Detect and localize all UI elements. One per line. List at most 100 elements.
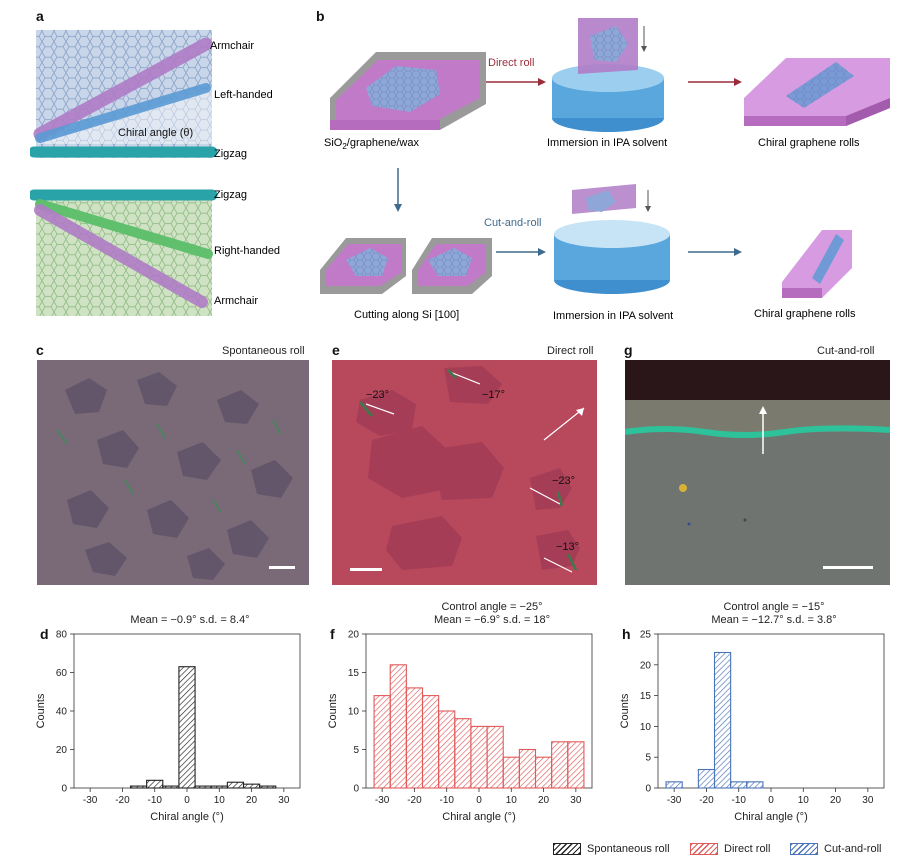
- x-tick-label: -30: [667, 795, 682, 806]
- x-tick-label: 20: [246, 795, 258, 806]
- histogram-bar: [470, 725, 488, 789]
- down-arrowhead: [394, 204, 402, 212]
- label-chiral-angle: Chiral angle (θ): [118, 127, 193, 139]
- histogram-bar: [162, 785, 180, 789]
- histogram-bar: [389, 664, 407, 789]
- histogram-bar: [746, 781, 764, 789]
- label-left-handed: Left-handed: [214, 89, 273, 101]
- x-tick-label: 0: [476, 795, 482, 806]
- plot-frame: [657, 633, 885, 789]
- scale-bar-c: [269, 566, 295, 569]
- legend-label-spontaneous: Spontaneous roll: [587, 843, 670, 855]
- x-tick-label: 30: [570, 795, 582, 806]
- histogram-bar: [146, 779, 164, 789]
- y-tick-label: 5: [353, 745, 359, 756]
- y-tick-label: 5: [645, 753, 651, 764]
- x-tick-label: 10: [798, 795, 810, 806]
- chart-d-title: Mean = −0.9° s.d. = 8.4°: [130, 614, 250, 626]
- histogram-direct-roll: -30 -20 -10 0 10 20 30 0 5 10 15 20 Chiral angle (°)…: [327, 630, 593, 823]
- panel-label-a: a: [36, 8, 44, 24]
- label-armchair-bottom: Armchair: [214, 295, 258, 307]
- y-tick-label: 80: [56, 630, 68, 641]
- y-axis-label: Counts: [327, 693, 339, 728]
- angle-label-4: −13°: [556, 541, 579, 553]
- histogram-bar: [534, 756, 553, 789]
- x-tick-label: -10: [731, 795, 746, 806]
- arrowhead-to-rolls-top: [734, 78, 742, 86]
- chart-h-title-2: Mean = −12.7° s.d. = 3.8°: [711, 614, 837, 626]
- x-tick-label: 0: [768, 795, 774, 806]
- histogram-spontaneous-roll: -30 -20 -10 0 10 20 30 0 20 40 60 80 Chiral angle (°…: [35, 630, 301, 823]
- scale-bar-e: [350, 568, 382, 571]
- legend-cut-and-roll: Cut-and-roll: [790, 843, 881, 855]
- x-tick-label: 10: [506, 795, 518, 806]
- histogram-bar: [438, 710, 456, 789]
- chiral-rolls-top: [744, 58, 890, 126]
- micrograph-direct-roll: −23° −17° −23° −13°: [332, 360, 597, 585]
- y-tick-label: 0: [61, 784, 67, 795]
- x-tick-label: -30: [375, 795, 390, 806]
- chart-f-title-1: Control angle = −25°: [441, 601, 543, 613]
- arrowhead-to-rolls-bottom: [734, 248, 742, 256]
- label-cut-and-roll: Cut-and-roll: [484, 217, 541, 229]
- micrograph-cut-and-roll: [625, 360, 890, 585]
- panel-label-g: g: [624, 342, 633, 358]
- y-tick-label: 10: [640, 722, 652, 733]
- legend-spontaneous-roll: Spontaneous roll: [553, 843, 670, 855]
- label-zigzag-bottom: Zigzag: [214, 189, 247, 201]
- y-tick-label: 15: [348, 668, 360, 679]
- panel-label-e: e: [332, 342, 340, 358]
- x-tick-label: -30: [83, 795, 98, 806]
- legend-swatch-direct: [690, 843, 718, 855]
- angle-label-1: −23°: [366, 389, 389, 401]
- panel-label-b: b: [316, 8, 325, 24]
- histogram-cut-and-roll: -30 -20 -10 0 10 20 30 0 5 10 15 20 25 Chiral angle (…: [619, 630, 885, 823]
- legend-label-cut: Cut-and-roll: [824, 843, 882, 855]
- x-tick-label: -20: [699, 795, 714, 806]
- x-tick-label: 0: [184, 795, 190, 806]
- label-direct-roll: Direct roll: [488, 57, 534, 69]
- histogram-bar: [567, 741, 585, 789]
- y-axis-label: Counts: [619, 693, 631, 728]
- legend-swatch-spontaneous: [553, 843, 581, 855]
- histogram-bar: [454, 718, 472, 789]
- label-rolls-bottom: Chiral graphene rolls: [754, 308, 856, 320]
- x-tick-label: 10: [214, 795, 226, 806]
- title-direct-roll: Direct roll: [547, 345, 594, 357]
- histogram-bar: [697, 768, 716, 789]
- histogram-bar: [551, 741, 569, 789]
- x-tick-label: 20: [830, 795, 842, 806]
- histogram-bar: [665, 781, 683, 789]
- label-immersion-bottom: Immersion in IPA solvent: [553, 310, 673, 322]
- y-tick-label: 20: [348, 630, 360, 641]
- label-sio2-graphene-wax: SiO2/graphene/wax: [324, 137, 419, 151]
- y-tick-label: 60: [56, 668, 68, 679]
- chiral-rolls-bottom: [782, 230, 852, 298]
- histogram-bar: [486, 725, 504, 789]
- direct-roll-arrowhead: [538, 78, 546, 86]
- y-tick-label: 20: [640, 660, 652, 671]
- y-tick-label: 10: [348, 707, 360, 718]
- scale-bar-g: [823, 566, 873, 569]
- ipa-beaker-top: [552, 18, 664, 132]
- histogram-bar: [730, 781, 748, 789]
- histogram-bar: [405, 687, 424, 789]
- histogram-bar: [713, 651, 732, 789]
- histogram-bar: [242, 783, 261, 789]
- fabrication-schematic: SiO2/graphene/wax Direct roll Immersion …: [320, 18, 890, 322]
- label-immersion-top: Immersion in IPA solvent: [547, 137, 667, 149]
- histogram-bar: [194, 785, 212, 789]
- left-handed-tube: [35, 83, 211, 143]
- x-tick-label: -10: [147, 795, 162, 806]
- y-tick-label: 15: [640, 691, 652, 702]
- x-tick-label: -20: [115, 795, 130, 806]
- x-tick-label: 20: [538, 795, 550, 806]
- panel-label-d: d: [40, 626, 49, 642]
- histogram-bar: [259, 785, 277, 789]
- y-tick-label: 25: [640, 630, 652, 641]
- right-handed-tube: [35, 199, 213, 259]
- y-tick-label: 20: [56, 745, 68, 756]
- histogram-bar: [226, 781, 245, 789]
- chart-f-title-2: Mean = −6.9° s.d. = 18°: [433, 614, 551, 626]
- armchair-tube-bottom: [34, 204, 208, 308]
